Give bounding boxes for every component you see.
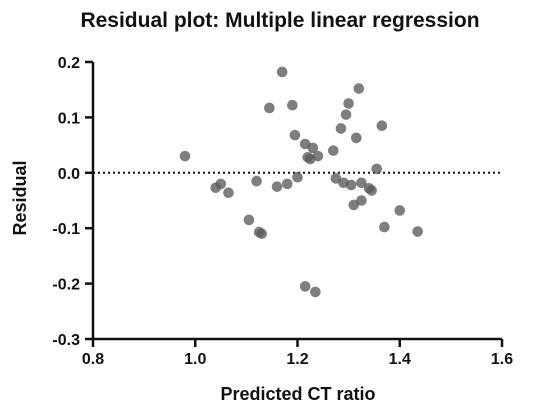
data-point-37 <box>376 120 388 132</box>
data-point-23 <box>330 173 342 184</box>
data-point-7 <box>256 228 268 240</box>
data-point-14 <box>292 171 303 183</box>
data-point-29 <box>348 199 360 211</box>
x-tick-label-0: 0.8 <box>82 351 104 368</box>
data-point-4 <box>243 214 255 226</box>
data-point-20 <box>310 286 321 298</box>
data-point-38 <box>379 221 390 233</box>
data-point-28 <box>345 179 357 191</box>
data-point-39 <box>394 205 406 216</box>
data-point-35 <box>366 185 377 196</box>
x-tick-label-3: 1.4 <box>389 351 411 368</box>
data-point-12 <box>287 99 298 111</box>
data-point-10 <box>276 66 288 78</box>
data-point-8 <box>264 102 275 114</box>
data-point-9 <box>271 181 283 192</box>
y-tick-label-0: -0.3 <box>52 332 80 349</box>
data-point-2 <box>215 178 227 190</box>
x-axis-label: Predicted CT ratio <box>220 384 375 404</box>
data-point-22 <box>327 145 339 156</box>
data-point-33 <box>356 177 367 189</box>
y-tick-label-2: -0.1 <box>52 221 80 238</box>
x-tick-label-1: 1.0 <box>184 351 206 368</box>
data-point-11 <box>281 178 293 190</box>
data-point-3 <box>223 187 234 199</box>
y-tick-label-5: 0.2 <box>58 55 80 72</box>
data-point-32 <box>356 195 367 206</box>
y-axis-label: Residual <box>10 160 30 235</box>
x-tick-label-4: 1.6 <box>491 351 513 368</box>
data-point-18 <box>299 281 311 292</box>
data-point-27 <box>343 98 354 109</box>
y-tick-label-4: 0.1 <box>58 110 80 127</box>
data-point-40 <box>412 226 423 237</box>
data-point-0 <box>179 150 191 162</box>
y-tick-label-1: -0.2 <box>52 277 80 294</box>
data-point-31 <box>353 83 365 94</box>
data-point-24 <box>335 123 347 134</box>
data-point-30 <box>350 132 362 144</box>
data-point-21 <box>312 150 324 162</box>
x-tick-label-2: 1.2 <box>286 351 308 368</box>
y-tick-label-3: 0.0 <box>58 166 80 183</box>
data-point-13 <box>289 129 301 141</box>
data-point-5 <box>251 175 262 187</box>
data-point-19 <box>307 142 319 154</box>
data-point-36 <box>371 163 383 175</box>
data-point-26 <box>340 109 352 120</box>
chart-title: Residual plot: Multiple linear regressio… <box>80 9 479 32</box>
